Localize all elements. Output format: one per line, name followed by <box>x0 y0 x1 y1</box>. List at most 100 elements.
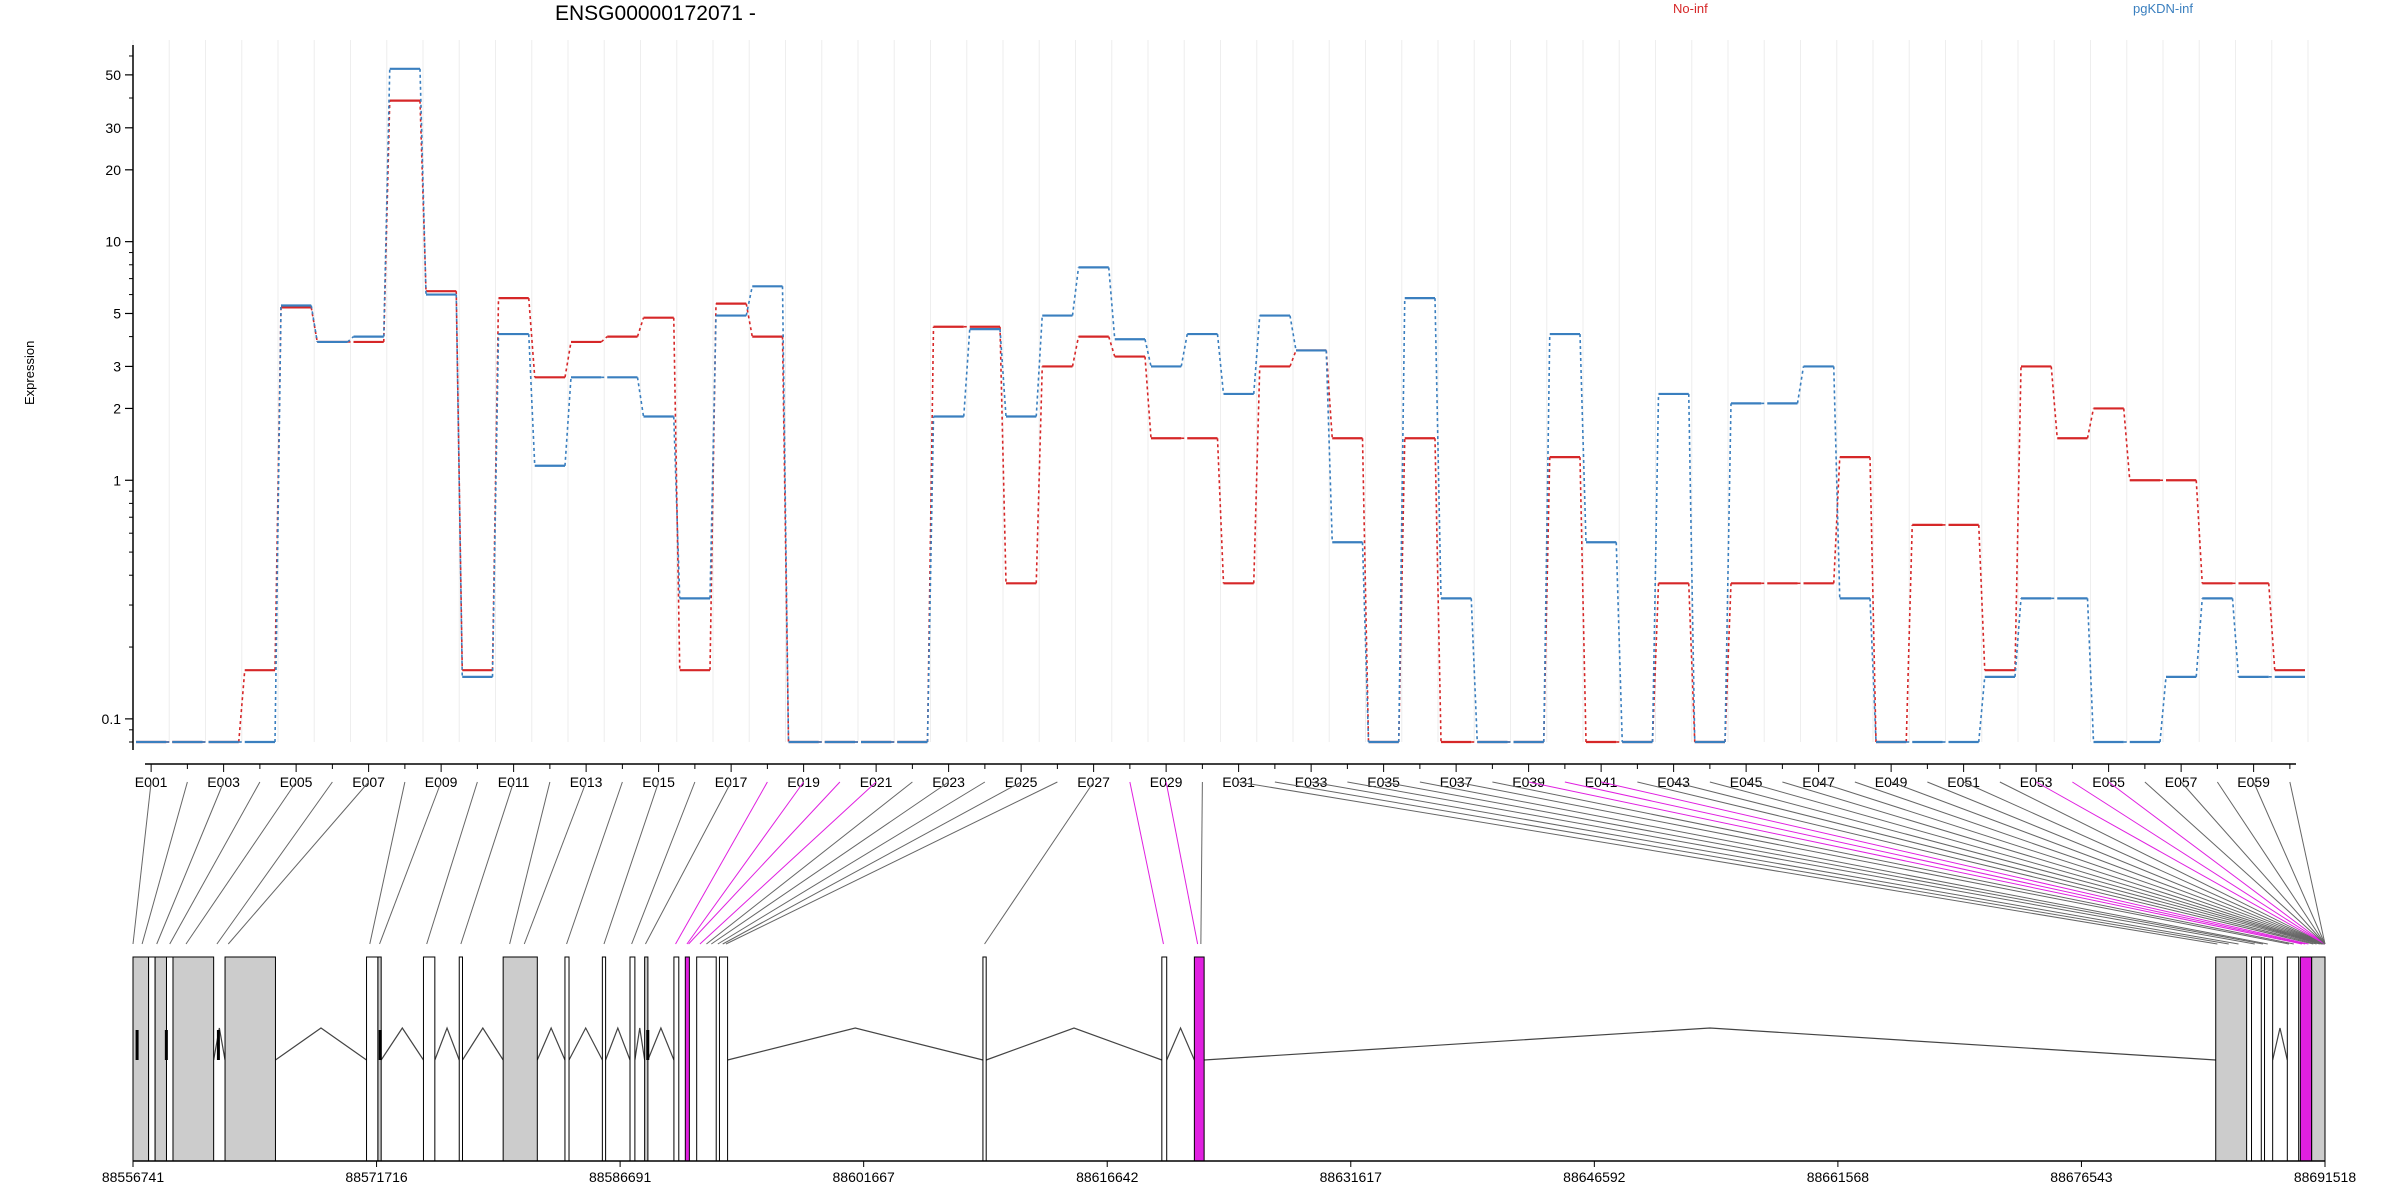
intron-line <box>727 1027 984 1061</box>
exon-connector <box>1129 781 1164 945</box>
genome-tick-label: 88691518 <box>2294 1169 2357 1185</box>
exon-block <box>673 956 680 1162</box>
intron-line <box>213 1027 226 1061</box>
data-connector <box>962 329 971 417</box>
intron-line <box>536 1026 566 1061</box>
exon-connector <box>688 781 841 945</box>
x-tick-label: E015 <box>642 774 675 790</box>
exon-connector <box>2289 781 2326 945</box>
exon-connector <box>1419 781 2268 945</box>
exon-connector <box>156 781 225 945</box>
data-connector <box>709 315 717 599</box>
exon-connector <box>1456 781 2290 945</box>
exon-block <box>718 956 729 1162</box>
exon-connector <box>1709 781 2320 945</box>
data-connector <box>346 336 355 343</box>
exon-connector <box>1637 781 2314 945</box>
intron-line <box>647 1026 675 1061</box>
exon-block <box>2286 956 2300 1162</box>
exon-connector <box>675 781 768 945</box>
intron-line <box>434 1026 460 1061</box>
exon-block <box>2264 956 2274 1162</box>
data-connector <box>1071 267 1080 316</box>
exon-connector <box>1963 781 2325 945</box>
exon-connector <box>1528 781 2303 945</box>
intron-line <box>605 1026 631 1061</box>
exon-connector <box>426 781 478 945</box>
genome-tick-label: 88676543 <box>2050 1169 2113 1185</box>
exon-mark <box>378 1030 382 1060</box>
genome-tick-label: 88631617 <box>1320 1169 1383 1185</box>
y-tick-label: 3 <box>113 358 121 374</box>
exon-connector <box>227 781 370 945</box>
intron-line <box>568 1026 603 1061</box>
exon-connector <box>722 781 1022 945</box>
exon-block <box>696 956 717 1162</box>
x-tick-label: E021 <box>860 774 893 790</box>
x-tick-label: E005 <box>280 774 313 790</box>
legend-no-inf: No-inf <box>1673 1 1708 16</box>
data-connector <box>237 670 246 743</box>
exon-block <box>601 956 607 1162</box>
exon-connector <box>686 781 805 945</box>
x-tick-label: E001 <box>135 774 168 790</box>
data-connector <box>1905 524 1914 743</box>
data-connector <box>382 68 391 337</box>
exon-block <box>366 956 379 1162</box>
exon-connector <box>603 781 660 945</box>
exon-connector <box>1745 781 2322 945</box>
data-connector <box>636 377 645 417</box>
x-tick-label: E009 <box>425 774 458 790</box>
data-connector <box>1361 438 1370 743</box>
genome-tick-label: 88571716 <box>345 1169 408 1185</box>
data-connector <box>2159 676 2167 743</box>
genome-tick-label: 88616642 <box>1076 1169 1139 1185</box>
y-tick-label: 20 <box>105 162 121 178</box>
intron-line <box>380 1026 424 1061</box>
data-connector <box>1107 267 1116 340</box>
data-connector <box>310 305 319 343</box>
intron-line <box>1166 1026 1195 1061</box>
data-connector <box>274 305 282 743</box>
exon-connector <box>2253 781 2326 945</box>
exon-connector <box>1238 781 2218 945</box>
series-lines <box>136 67 2305 744</box>
data-connector <box>1289 350 1297 367</box>
data-connector <box>1325 350 1334 543</box>
data-connector <box>2014 366 2022 671</box>
exon-connector <box>1347 781 2255 945</box>
data-connector <box>1035 315 1044 417</box>
data-connector <box>1434 438 1442 743</box>
data-connector <box>1397 298 1406 743</box>
genome-axis: 88556741 88571716 88586691 88601667 88616642… <box>102 1160 2357 1185</box>
data-connector <box>926 416 935 743</box>
data-connector <box>1144 339 1152 367</box>
exon-connector <box>725 781 1058 945</box>
data-connector <box>1579 334 1587 543</box>
genome-tick-label: 88586691 <box>589 1169 652 1185</box>
exon-block <box>458 956 463 1162</box>
exon-connector <box>711 781 949 945</box>
intron-line <box>634 1027 646 1061</box>
exon-block <box>629 956 636 1162</box>
data-connector <box>527 298 536 378</box>
exon-block <box>422 956 436 1162</box>
data-connector <box>1651 393 1660 743</box>
data-connector <box>2122 408 2131 481</box>
y-axis-label: Expression <box>22 340 37 405</box>
data-connector <box>564 377 572 466</box>
data-connector <box>2267 583 2276 671</box>
exon-block <box>224 956 276 1162</box>
exon-connector <box>1492 781 2294 945</box>
data-connector <box>999 326 1007 584</box>
exon-connector <box>509 781 551 945</box>
exon-block <box>132 956 150 1162</box>
data-connector <box>781 336 790 743</box>
exon-connector <box>216 781 333 945</box>
data-connector <box>2231 598 2240 677</box>
exon-connector <box>699 781 877 945</box>
y-tick-label: 1 <box>113 472 121 488</box>
exon-block <box>2215 956 2248 1162</box>
data-connector <box>1687 393 1696 743</box>
